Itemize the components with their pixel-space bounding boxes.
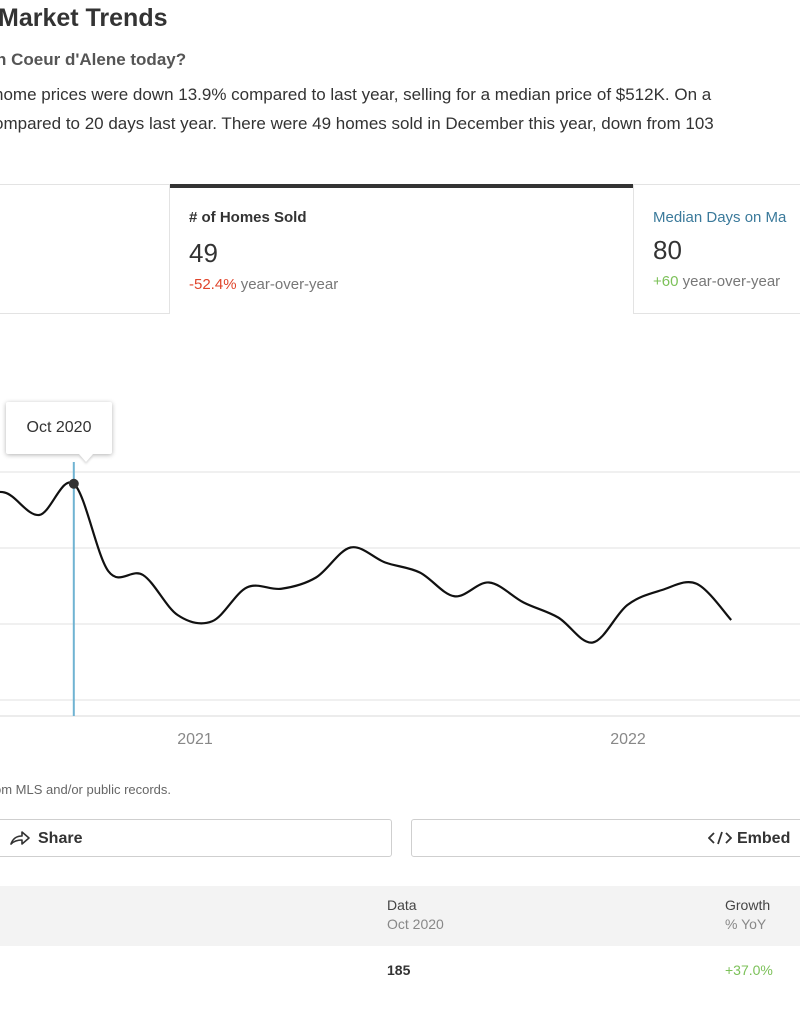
delta-suffix: year-over-year xyxy=(682,273,781,290)
data-source-note: om MLS and/or public records. xyxy=(0,782,172,797)
x-tick-label: 2021 xyxy=(177,731,213,748)
col-growth-unit: % YoY xyxy=(725,916,767,932)
metric-card-previous[interactable] xyxy=(0,184,170,314)
metric-card-median-days[interactable]: Median Days on Ma 80 +60 year-over-year xyxy=(633,184,800,314)
share-label: Share xyxy=(38,830,83,847)
delta-value: +60 xyxy=(653,273,679,290)
share-arrow-icon xyxy=(9,830,31,851)
section-subtitle: n Coeur d'Alene today? xyxy=(0,50,187,69)
col-data-period: Oct 2020 xyxy=(387,916,444,932)
col-data-label: Data xyxy=(387,897,417,913)
metric-value: 49 xyxy=(189,238,218,268)
summary-line-2: ompared to 20 days last year. There were… xyxy=(0,114,714,133)
delta-suffix: year-over-year xyxy=(240,276,339,293)
metric-label: Median Days on Ma xyxy=(653,209,787,226)
metric-delta: +60 year-over-year xyxy=(653,273,780,290)
homes-sold-line-chart[interactable]: 2021 2022 xyxy=(0,395,800,755)
code-icon xyxy=(707,830,733,851)
embed-button[interactable]: Embed xyxy=(411,819,800,857)
metric-label: # of Homes Sold xyxy=(189,209,307,226)
table-row-value: 185 xyxy=(387,962,411,978)
chart-tooltip: Oct 2020 xyxy=(6,402,112,454)
table-row-growth: +37.0% xyxy=(725,962,773,978)
delta-value: -52.4% xyxy=(189,276,237,293)
highlighted-point xyxy=(68,478,79,489)
share-button[interactable]: Share xyxy=(0,819,392,857)
table-header: Data Oct 2020 Growth % YoY xyxy=(0,886,800,946)
col-growth-label: Growth xyxy=(725,897,771,913)
x-tick-label: 2022 xyxy=(610,731,646,748)
page-title: Market Trends xyxy=(0,4,168,32)
tooltip-arrow xyxy=(79,454,93,462)
embed-label: Embed xyxy=(737,830,791,847)
metric-card-homes-sold[interactable]: # of Homes Sold 49 -52.4% year-over-year xyxy=(170,184,633,314)
tooltip-label: Oct 2020 xyxy=(26,419,92,436)
summary-line-1: home prices were down 13.9% compared to … xyxy=(0,85,712,104)
metric-delta: -52.4% year-over-year xyxy=(189,276,338,293)
series-line xyxy=(0,481,733,644)
metric-value: 80 xyxy=(653,235,682,265)
